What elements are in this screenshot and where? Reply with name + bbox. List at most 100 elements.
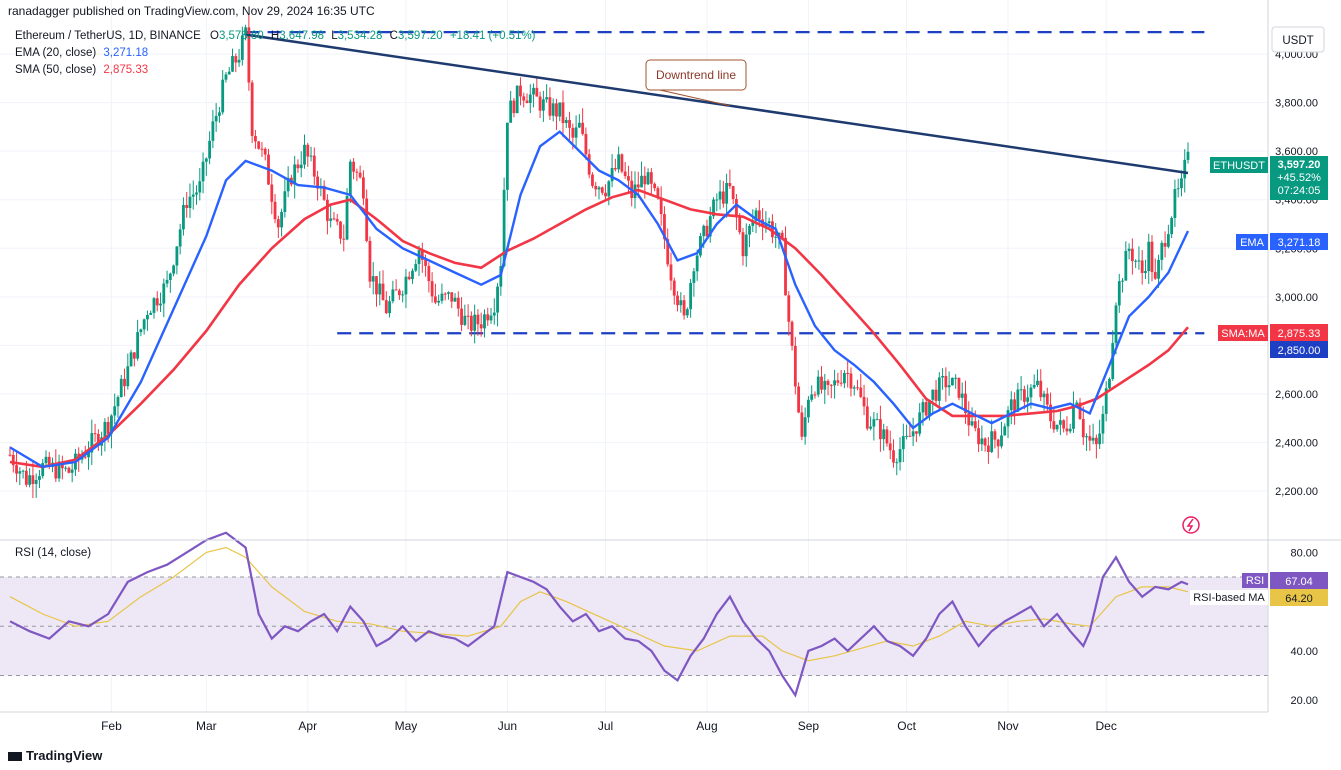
time-tick-label: Oct [897,719,916,733]
candle-body [823,380,827,390]
candle-body [656,188,660,199]
rsi-legend-label: RSI (14, close) [15,547,92,559]
rsi-legend[interactable]: RSI (14, close) [15,547,91,559]
candle-body [803,417,807,437]
candle-body [748,225,751,235]
sma-name: SMA:MA [1221,328,1265,340]
candle-body [466,315,470,317]
candle-body [623,171,627,177]
candle-body [489,315,493,321]
rsi-ma-line [9,546,1189,662]
ema-legend-label: EMA (20, close) [15,47,97,59]
currency-box[interactable] [1271,26,1325,53]
symbol-legend[interactable]: Ethereum / TetherUS, 1D, BINANCE O3,578.… [15,30,536,42]
rsi-ma-name: RSI-based MA [1193,592,1265,604]
candle-body [263,148,267,155]
candle-body [744,234,748,257]
ema-legend[interactable]: EMA (20, close) 3,271.18 [15,47,148,59]
candle-body [1049,404,1052,422]
candle-body [699,236,702,256]
candle-body [715,199,719,201]
candle-body [820,376,823,390]
candle-body [365,198,369,241]
candle-body [329,218,333,221]
candle-body [1075,402,1079,406]
price-tick-label: 2,200.00 [1275,486,1318,498]
time-tick-label: Nov [997,719,1018,733]
candle-body [980,438,984,445]
candle-body [234,56,238,63]
candle-body [296,164,300,169]
candle-body [702,225,706,237]
candle-body [404,276,408,295]
candle-body [348,161,352,197]
candle-body [757,210,761,220]
candle-body [636,184,640,188]
candle-body [967,413,971,426]
candle-body [574,127,578,138]
candle-body [865,406,869,429]
candle-body [581,122,585,134]
close-value: 3,597.20 [397,30,443,42]
candle-body [986,445,990,453]
candle-body [149,312,153,315]
candle-body [525,100,529,103]
candle-body [499,266,503,287]
candle-body [237,59,241,63]
candle-body [231,56,234,72]
candle-body [38,476,41,481]
candle-body [558,102,562,117]
tradingview-brand-text: TradingView [26,748,103,763]
candle-body [1150,241,1154,273]
candle-body [977,428,980,445]
candle-body [375,276,378,295]
candle-body [771,221,774,238]
candle-body [816,376,820,395]
candle-body [345,196,349,240]
candle-body [1091,437,1095,441]
ema-name-box [1236,234,1268,250]
candle-body [162,283,166,304]
candle-body [512,100,516,114]
candle-body [964,393,967,414]
ethusdt-value: 3,597.20 [1278,159,1321,171]
candle-body [793,345,797,387]
sma-price-label: SMA:MA 2,875.33 [1218,324,1328,341]
candle-body [339,221,342,239]
alert-icon[interactable] [1182,516,1200,534]
candle-body [483,314,486,329]
candle-body [911,431,915,437]
candle-body [57,461,61,479]
candle-body [728,183,732,187]
candle-body [1101,413,1105,434]
candle-body [1055,424,1059,430]
candle-body [1000,435,1003,447]
candle-body [1114,305,1118,344]
price-tick-label: 2,600.00 [1275,389,1318,401]
tradingview-brand[interactable]: TradingView [8,748,102,763]
time-tick-label: Aug [696,719,717,733]
low-label: L [331,30,338,42]
candle-body [708,216,712,237]
candle-body [627,176,630,181]
candle-body [996,439,1000,447]
candle-body [276,219,280,228]
candle-body [738,217,742,233]
candle-body [807,399,810,418]
candle-body [983,438,987,446]
candle-body [751,220,755,226]
candle-body [843,372,846,384]
candle-body [1065,428,1069,432]
candle-body [397,290,401,296]
candle-body [924,402,928,416]
candle-body [1163,242,1167,247]
price-tick-label: 3,000.00 [1275,292,1318,304]
sma-legend[interactable]: SMA (50, close) 2,875.33 [15,64,148,76]
candle-body [306,144,310,157]
candle-body [411,270,414,280]
candle-body [371,276,375,282]
candle-body [1134,260,1138,262]
candle-body [34,480,38,484]
high-label: H [270,30,280,42]
